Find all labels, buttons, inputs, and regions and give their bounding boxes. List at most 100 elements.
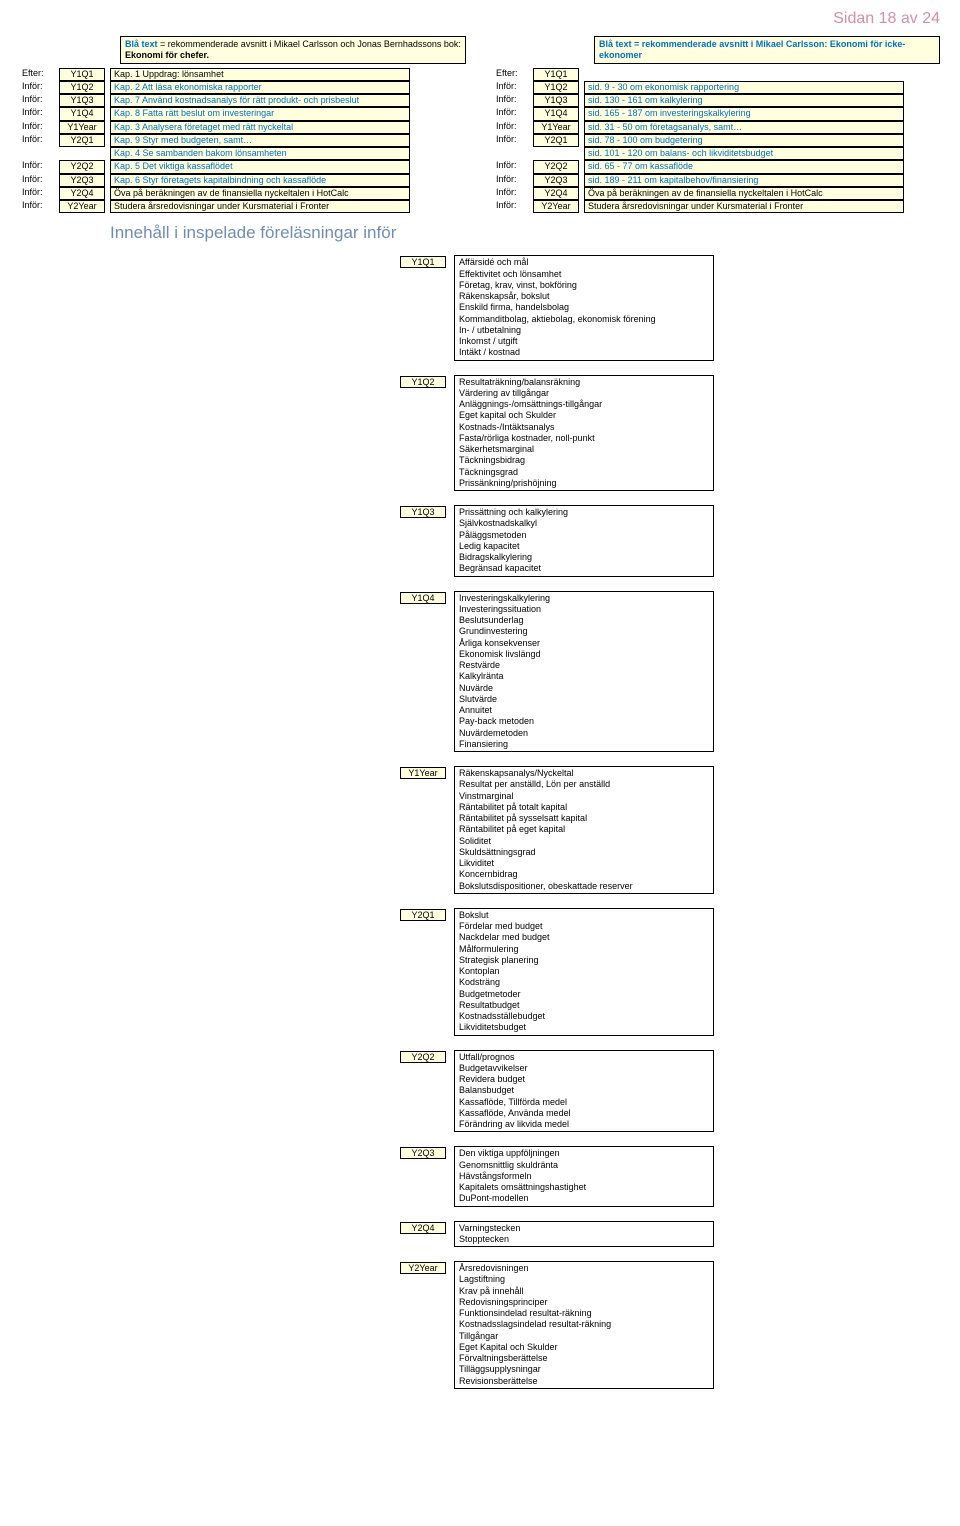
map-row: Inför:Y2Q3sid. 189 - 211 om kapitalbehov… <box>494 174 940 187</box>
period-tag: Y1Year <box>59 121 105 134</box>
row-tag-cell: Y1Q4 <box>530 107 582 120</box>
section-tag: Y1Q3 <box>400 506 446 518</box>
section-line: Investeringssituation <box>459 604 709 615</box>
section-line: Tilläggsupplysningar <box>459 1364 709 1375</box>
row-chapter-cell: Kap. 8 Fatta rätt beslut om investeringa… <box>108 107 466 120</box>
section-line: Eget Kapital och Skulder <box>459 1342 709 1353</box>
row-chapter-cell: Kap. 9 Styr med budgeten, samt… <box>108 134 466 147</box>
section-line: Varningstecken <box>459 1223 709 1234</box>
section-line: Tillgångar <box>459 1331 709 1342</box>
section-line: Likviditetsbudget <box>459 1022 709 1033</box>
period-tag: Y1Q2 <box>533 81 579 94</box>
section-tag: Y2Q2 <box>400 1051 446 1063</box>
period-tag: Y2Q1 <box>59 134 105 147</box>
section-line: Slutvärde <box>459 694 709 705</box>
section-line: Prissättning och kalkylering <box>459 507 709 518</box>
row-tag-cell: Y2Q2 <box>530 160 582 173</box>
row-label <box>20 147 56 160</box>
row-label: Inför: <box>20 81 56 94</box>
section-line: Förvaltningsberättelse <box>459 1353 709 1364</box>
chapter-box: Öva på beräkningen av de finansiella nyc… <box>110 187 410 200</box>
section-line: Likviditet <box>459 858 709 869</box>
chapter-box: Kap. 7 Använd kostnadsanalys för rätt pr… <box>110 94 410 107</box>
row-label: Inför: <box>494 174 530 187</box>
section-line: Begränsad kapacitet <box>459 563 709 574</box>
row-chapter-cell: Kap. 6 Styr företagets kapitalbindning o… <box>108 174 466 187</box>
section-line: Redovisningsprinciper <box>459 1297 709 1308</box>
row-tag-cell: Y2Q3 <box>530 174 582 187</box>
section-line: Årsredovisningen <box>459 1263 709 1274</box>
section-tag: Y1Year <box>400 767 446 779</box>
period-tag: Y2Q4 <box>59 187 105 200</box>
map-row: Inför:Y2Q2sid. 65 - 77 om kassaflöde <box>494 160 940 173</box>
row-tag-cell: Y1Q2 <box>530 81 582 94</box>
section-line: Bokslut <box>459 910 709 921</box>
section-line: Finansiering <box>459 739 709 750</box>
row-chapter-cell: sid. 65 - 77 om kassaflöde <box>582 160 940 173</box>
period-tag: Y2Year <box>533 200 579 213</box>
section-line: Kapitalets omsättningshastighet <box>459 1182 709 1193</box>
row-label: Inför: <box>494 160 530 173</box>
section-line: Stopptecken <box>459 1234 709 1245</box>
section-line: Bidragskalkylering <box>459 552 709 563</box>
section-body: InvesteringskalkyleringInvesteringssitua… <box>454 591 714 753</box>
section-line: Resultat per anställd, Lön per anställd <box>459 779 709 790</box>
period-tag: Y1Year <box>533 121 579 134</box>
section-line: Eget kapital och Skulder <box>459 410 709 421</box>
section-line: Annuitet <box>459 705 709 716</box>
section-line: Målformulering <box>459 944 709 955</box>
row-tag-cell: Y2Q4 <box>56 187 108 200</box>
section-line: Lagstiftning <box>459 1274 709 1285</box>
period-tag: Y1Q2 <box>59 81 105 94</box>
section-line: Årliga konsekvenser <box>459 638 709 649</box>
period-tag: Y1Q1 <box>533 68 579 81</box>
map-row: Efter:Y1Q1Kap. 1 Uppdrag: lönsamhet <box>20 68 466 81</box>
row-chapter-cell: Öva på beräkningen av de finansiella nyc… <box>582 187 940 200</box>
section-line: Nackdelar med budget <box>459 932 709 943</box>
row-tag-cell: Y2Year <box>530 200 582 213</box>
section-line: Restvärde <box>459 660 709 671</box>
section-line: Inkomst / utgift <box>459 336 709 347</box>
section-line: Resultaträkning/balansräkning <box>459 377 709 388</box>
period-tag: Y2Q2 <box>533 160 579 173</box>
row-tag-cell: Y2Q1 <box>530 134 582 147</box>
section-line: Den viktiga uppföljningen <box>459 1148 709 1159</box>
section-line: Krav på innehåll <box>459 1286 709 1297</box>
row-chapter-cell: Kap. 1 Uppdrag: lönsamhet <box>108 68 466 81</box>
row-chapter-cell: Kap. 5 Det viktiga kassaflödet <box>108 160 466 173</box>
section-row: Y1Q4InvesteringskalkyleringInvesteringss… <box>400 591 940 753</box>
left-column: Blå text = rekommenderade avsnitt i Mika… <box>20 36 466 251</box>
chapter-box: Studera årsredovisningar under Kursmater… <box>584 200 904 213</box>
map-row: Inför:Y1Q3sid. 130 - 161 om kalkylering <box>494 94 940 107</box>
period-tag: Y1Q3 <box>533 94 579 107</box>
row-label: Inför: <box>20 121 56 134</box>
section-line: Förändring av likvida medel <box>459 1119 709 1130</box>
row-tag-cell <box>530 147 582 160</box>
row-chapter-cell: Kap. 7 Använd kostnadsanalys för rätt pr… <box>108 94 466 107</box>
section-line: Revisionsberättelse <box>459 1376 709 1387</box>
top-tables-row: Blå text = rekommenderade avsnitt i Mika… <box>20 36 940 251</box>
section-line: Fördelar med budget <box>459 921 709 932</box>
row-chapter-cell: sid. 9 - 30 om ekonomisk rapportering <box>582 81 940 94</box>
section-body: Affärsidé och målEffektivitet och lönsam… <box>454 255 714 360</box>
chapter-box: Kap. 6 Styr företagets kapitalbindning o… <box>110 174 410 187</box>
period-tag: Y1Q1 <box>59 68 105 81</box>
section-line: Kontoplan <box>459 966 709 977</box>
row-tag-cell <box>56 147 108 160</box>
section-line: Företag, krav, vinst, bokföring <box>459 280 709 291</box>
section-line: DuPont-modellen <box>459 1193 709 1204</box>
section-row: Y1YearRäkenskapsanalys/NyckeltalResultat… <box>400 766 940 894</box>
section-tag: Y2Q4 <box>400 1222 446 1234</box>
section-line: Nuvärdemetoden <box>459 728 709 739</box>
period-tag: Y1Q3 <box>59 94 105 107</box>
chapter-box: sid. 165 - 187 om investeringskalkylerin… <box>584 107 904 120</box>
section-row: Y2Q4 VarningsteckenStopptecken <box>400 1221 940 1248</box>
section-body: VarningsteckenStopptecken <box>454 1221 714 1248</box>
row-label: Inför: <box>494 107 530 120</box>
map-row: Kap. 4 Se sambanden bakom lönsamheten <box>20 147 466 160</box>
row-chapter-cell: Kap. 2 Att läsa ekonomiska rapporter <box>108 81 466 94</box>
row-chapter-cell: sid. 101 - 120 om balans- och likviditet… <box>582 147 940 160</box>
row-label: Inför: <box>494 200 530 213</box>
section-line: Påläggsmetoden <box>459 530 709 541</box>
chapter-box: Kap. 2 Att läsa ekonomiska rapporter <box>110 81 410 94</box>
